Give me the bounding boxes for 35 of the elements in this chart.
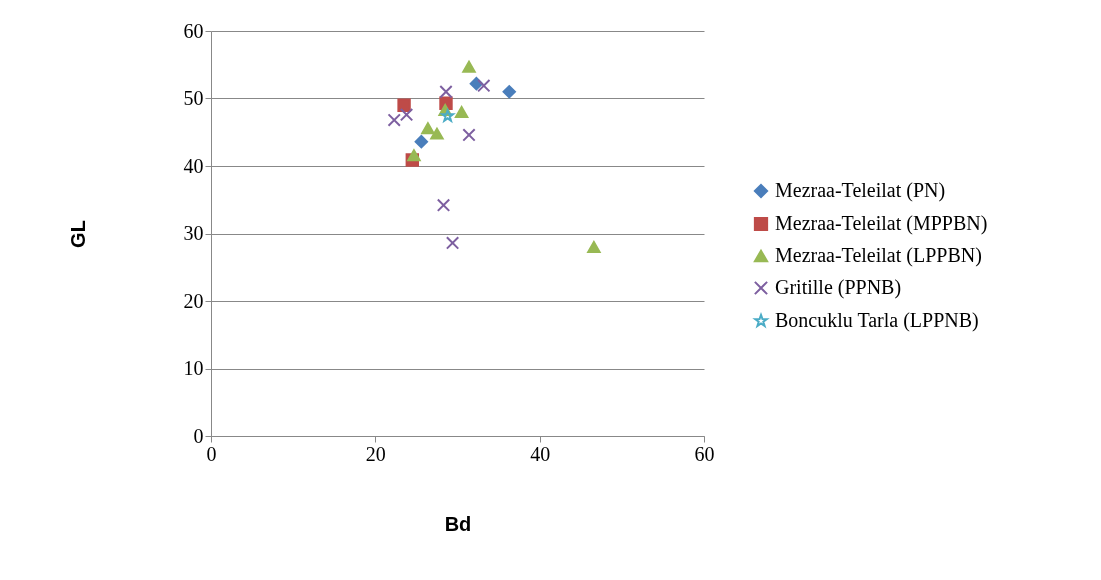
- point: [436, 198, 451, 212]
- point: [441, 109, 455, 122]
- point: [407, 149, 421, 162]
- point: [454, 106, 469, 118]
- legend-label: Gritille (PPNB): [775, 276, 902, 299]
- x-tick-label: 60: [694, 442, 715, 465]
- y-tick-label: 40: [183, 154, 204, 177]
- point: [502, 85, 516, 99]
- y-axis-title: GL: [66, 220, 89, 248]
- point: [414, 135, 429, 149]
- x-tick-label: 20: [365, 442, 386, 465]
- y-tick-label: 0: [193, 424, 204, 447]
- y-tick-label: 50: [183, 87, 204, 109]
- point: [430, 127, 444, 140]
- legend-label: Mezraa-Teleilat (MPPBN): [775, 212, 988, 235]
- point: [462, 60, 476, 73]
- point: [399, 108, 414, 122]
- point: [439, 85, 453, 99]
- point: [445, 236, 460, 250]
- point: [421, 122, 435, 135]
- point: [397, 98, 411, 112]
- point: [587, 241, 601, 253]
- y-tick-label: 60: [183, 19, 204, 42]
- legend-label: Mezraa-Teleilat (PN): [775, 179, 946, 202]
- point: [462, 128, 476, 142]
- y-tick-label: 20: [183, 289, 204, 312]
- point: [387, 113, 401, 127]
- legend-label: Mezraa-Teleilat (LPPBN): [775, 244, 982, 267]
- legend-label: Boncuklu Tarla (LPPNB): [775, 309, 979, 332]
- point: [477, 78, 491, 93]
- y-tick-label: 10: [183, 357, 204, 379]
- y-tick-label: 30: [183, 222, 204, 244]
- point: [469, 76, 484, 91]
- x-axis-title: Bd: [444, 512, 472, 535]
- x-tick-label: 40: [530, 442, 551, 465]
